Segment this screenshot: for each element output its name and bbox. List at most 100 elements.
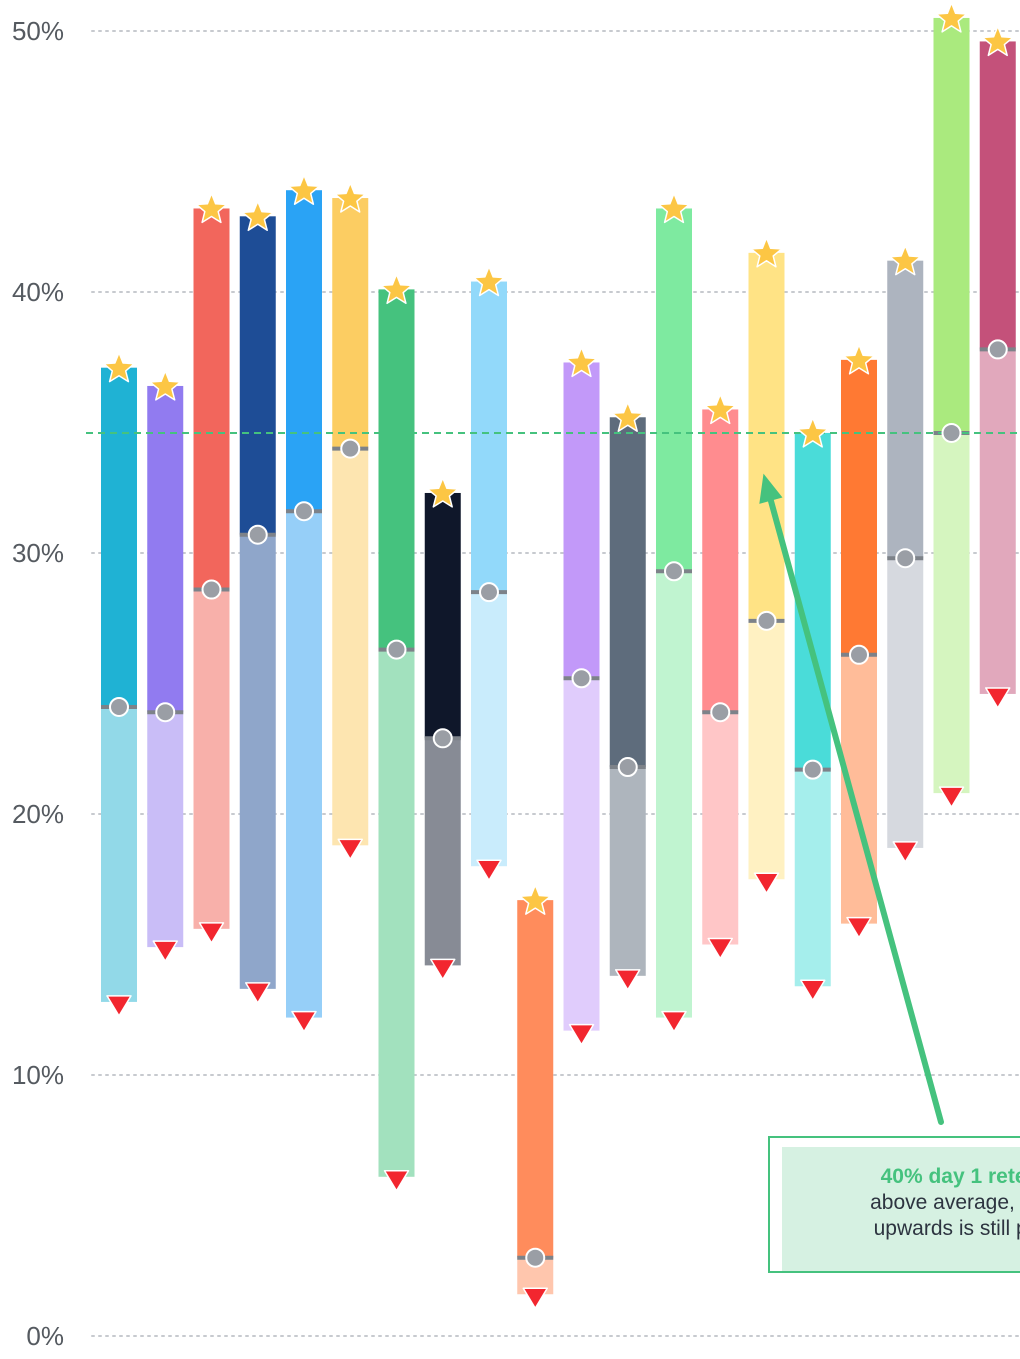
annotation-arrow-head (759, 473, 783, 504)
median-circle (802, 759, 823, 780)
bottom-triangle (892, 841, 918, 863)
top-star (288, 174, 320, 205)
top-star (195, 192, 228, 224)
annotation-callout: 40% day 1 reten above average, but upwar… (768, 1136, 1020, 1273)
annotation-text: 40% day 1 reten above average, but upwar… (770, 1164, 1020, 1242)
bar-upper (286, 190, 322, 512)
bar-lower (471, 592, 507, 867)
top-star (519, 884, 552, 915)
annotation-arrow-group (759, 473, 944, 1125)
bar-upper (239, 216, 276, 535)
bottom-triangle (383, 1170, 410, 1192)
markers (103, 2, 1014, 1309)
bar-upper (702, 409, 739, 713)
bar-lower (656, 571, 692, 1018)
bottom-triangle (568, 1023, 595, 1046)
median-circle (432, 728, 453, 749)
bar-upper (332, 198, 369, 449)
bottom-triangle (198, 922, 225, 944)
y-tick-label: 20% (12, 799, 64, 829)
y-tick-label: 40% (12, 277, 64, 307)
top-star (334, 182, 367, 213)
top-star (473, 265, 505, 297)
median-circle (664, 561, 684, 582)
top-star (981, 25, 1014, 57)
bar-upper (147, 385, 184, 713)
y-tick-label: 50% (12, 16, 64, 46)
bar-lower (378, 649, 415, 1177)
top-star (843, 344, 875, 375)
top-star (889, 244, 922, 276)
top-star (796, 417, 829, 448)
top-star (380, 273, 413, 305)
bar-lower (101, 706, 137, 1002)
bar-lower (239, 534, 276, 989)
median-circle (386, 639, 407, 660)
annotation-line-1: above average, but (870, 1191, 1020, 1214)
median-circle (525, 1247, 546, 1268)
bottom-triangle (846, 916, 872, 939)
bottom-triangle (430, 958, 456, 981)
median-circle (941, 422, 962, 443)
bar-lower (841, 654, 877, 924)
top-star (704, 393, 737, 425)
bottom-triangle (522, 1287, 548, 1309)
bar-lower (933, 432, 970, 794)
top-star (103, 351, 135, 383)
bottom-triangle (337, 838, 363, 861)
top-star (935, 2, 968, 33)
median-circle (849, 644, 869, 665)
bar-lower (979, 349, 1016, 694)
bottom-triangle (707, 937, 733, 960)
bar-upper (471, 281, 507, 593)
top-star (565, 346, 598, 378)
y-tick-label: 30% (12, 538, 64, 568)
median-circle (109, 696, 129, 717)
bar-upper (517, 900, 554, 1258)
bottom-triangle (800, 979, 826, 1002)
bottom-triangle (152, 940, 178, 962)
bottom-triangle (938, 786, 965, 808)
median-circle (340, 438, 361, 459)
bar-upper (609, 417, 646, 768)
bar-lower (794, 769, 831, 987)
top-star (149, 370, 182, 401)
bar-lower (193, 589, 230, 929)
median-circle (155, 702, 176, 723)
bar-lower (887, 558, 924, 848)
top-star (611, 401, 644, 432)
bottom-triangle (476, 859, 502, 881)
median-circle (987, 339, 1008, 360)
bar-upper (656, 208, 692, 572)
bar-upper (193, 208, 230, 590)
median-circle (201, 579, 222, 600)
median-circle (895, 548, 916, 569)
bars (101, 17, 1016, 1295)
bar-lower (286, 511, 322, 1018)
bar-upper (378, 289, 415, 650)
top-star (241, 200, 274, 232)
bar-upper (424, 492, 461, 739)
bar-lower (424, 738, 461, 966)
y-tick-label: 0% (26, 1321, 64, 1351)
bar-upper (563, 362, 600, 679)
median-circle (756, 610, 777, 631)
bar-upper (933, 17, 970, 433)
bar-lower (332, 448, 369, 846)
bar-upper (748, 252, 785, 621)
bottom-triangle (661, 1010, 687, 1033)
median-circle (617, 757, 638, 778)
median-circle (571, 668, 592, 689)
bar-upper (841, 359, 877, 655)
annotation-arrow-line (767, 497, 944, 1125)
bar-lower (702, 712, 739, 945)
bar-lower (147, 712, 184, 948)
annotation-title: 40% day 1 reten (880, 1165, 1020, 1188)
bottom-triangle (985, 687, 1011, 709)
bar-lower (563, 678, 600, 1031)
top-star (426, 477, 459, 508)
top-star (658, 192, 690, 224)
bar-upper (979, 41, 1016, 350)
annotation-callout-fill (782, 1147, 1020, 1271)
